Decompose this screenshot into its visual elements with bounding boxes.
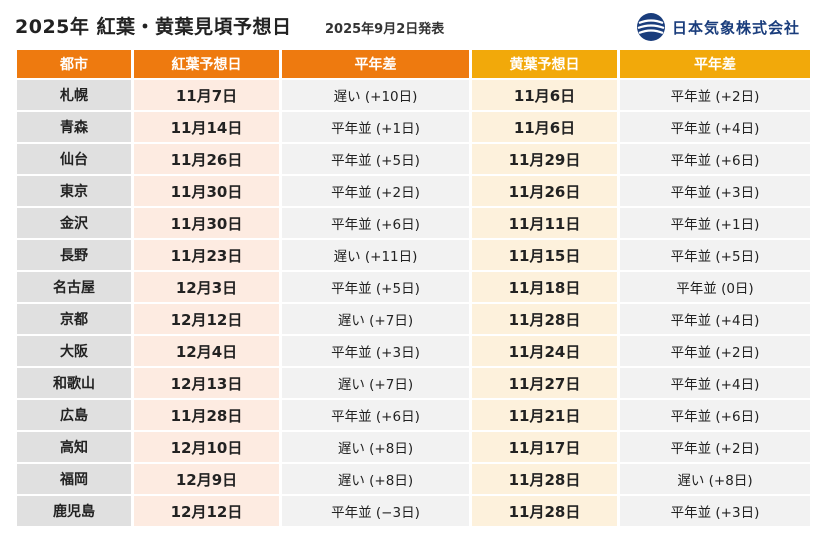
oyo-date-cell: 11月21日 <box>472 400 617 430</box>
header-koyo-date: 紅葉予想日 <box>134 50 279 78</box>
oyo-diff-cell: 平年並 (0日) <box>620 272 810 302</box>
table-row: 青森 11月14日 平年並 (+1日) 11月6日 平年並 (+4日) <box>17 112 810 142</box>
company-name: 日本気象株式会社 <box>672 18 801 37</box>
brand: 日本気象株式会社 <box>636 12 800 42</box>
table-row: 高知 12月10日 遅い (+8日) 11月17日 平年並 (+2日) <box>17 432 810 462</box>
koyo-date-cell: 12月12日 <box>134 304 279 334</box>
header-oyo-diff: 平年差 <box>620 50 810 78</box>
koyo-date-cell: 12月13日 <box>134 368 279 398</box>
oyo-date-cell: 11月17日 <box>472 432 617 462</box>
city-cell: 長野 <box>17 240 131 270</box>
koyo-date-cell: 12月9日 <box>134 464 279 494</box>
foliage-forecast-table: 都市 紅葉予想日 平年差 黄葉予想日 平年差 札幌 11月7日 遅い (+10日) 1… <box>14 48 813 528</box>
table-row: 仙台 11月26日 平年並 (+5日) 11月29日 平年並 (+6日) <box>17 144 810 174</box>
table-row: 名古屋 12月3日 平年並 (+5日) 11月18日 平年並 (0日) <box>17 272 810 302</box>
oyo-diff-cell: 遅い (+8日) <box>620 464 810 494</box>
oyo-date-cell: 11月26日 <box>472 176 617 206</box>
oyo-diff-cell: 平年並 (+4日) <box>620 304 810 334</box>
oyo-diff-cell: 平年並 (+6日) <box>620 144 810 174</box>
koyo-diff-cell: 平年並 (+6日) <box>282 208 469 238</box>
city-cell: 高知 <box>17 432 131 462</box>
oyo-diff-cell: 平年並 (+5日) <box>620 240 810 270</box>
oyo-diff-cell: 平年並 (+1日) <box>620 208 810 238</box>
oyo-date-cell: 11月6日 <box>472 80 617 110</box>
oyo-date-cell: 11月18日 <box>472 272 617 302</box>
koyo-diff-cell: 平年並 (+5日) <box>282 272 469 302</box>
company-logo-icon <box>637 13 665 41</box>
koyo-date-cell: 12月10日 <box>134 432 279 462</box>
table-row: 長野 11月23日 遅い (+11日) 11月15日 平年並 (+5日) <box>17 240 810 270</box>
city-cell: 和歌山 <box>17 368 131 398</box>
announcement-date: 2025年9月2日発表 <box>325 22 445 37</box>
page-title: 2025年 紅葉・黄葉見頃予想日 <box>15 16 292 38</box>
city-cell: 金沢 <box>17 208 131 238</box>
koyo-date-cell: 12月12日 <box>134 496 279 526</box>
city-cell: 名古屋 <box>17 272 131 302</box>
oyo-diff-cell: 平年並 (+2日) <box>620 432 810 462</box>
koyo-diff-cell: 遅い (+10日) <box>282 80 469 110</box>
koyo-date-cell: 12月4日 <box>134 336 279 366</box>
oyo-diff-cell: 平年並 (+2日) <box>620 336 810 366</box>
oyo-date-cell: 11月29日 <box>472 144 617 174</box>
koyo-diff-cell: 遅い (+8日) <box>282 464 469 494</box>
oyo-diff-cell: 平年並 (+6日) <box>620 400 810 430</box>
oyo-date-cell: 11月28日 <box>472 304 617 334</box>
city-cell: 福岡 <box>17 464 131 494</box>
koyo-diff-cell: 平年並 (+1日) <box>282 112 469 142</box>
header-city: 都市 <box>17 50 131 78</box>
koyo-date-cell: 11月7日 <box>134 80 279 110</box>
koyo-diff-cell: 平年並 (+2日) <box>282 176 469 206</box>
table-row: 東京 11月30日 平年並 (+2日) 11月26日 平年並 (+3日) <box>17 176 810 206</box>
header-oyo-date: 黄葉予想日 <box>472 50 617 78</box>
koyo-date-cell: 12月3日 <box>134 272 279 302</box>
koyo-diff-cell: 平年並 (+3日) <box>282 336 469 366</box>
koyo-diff-cell: 遅い (+8日) <box>282 432 469 462</box>
city-cell: 東京 <box>17 176 131 206</box>
city-cell: 鹿児島 <box>17 496 131 526</box>
oyo-date-cell: 11月15日 <box>472 240 617 270</box>
city-cell: 札幌 <box>17 80 131 110</box>
oyo-date-cell: 11月24日 <box>472 336 617 366</box>
koyo-diff-cell: 遅い (+11日) <box>282 240 469 270</box>
koyo-diff-cell: 平年並 (+6日) <box>282 400 469 430</box>
city-cell: 青森 <box>17 112 131 142</box>
city-cell: 京都 <box>17 304 131 334</box>
koyo-diff-cell: 平年並 (−3日) <box>282 496 469 526</box>
oyo-date-cell: 11月11日 <box>472 208 617 238</box>
koyo-date-cell: 11月30日 <box>134 208 279 238</box>
oyo-date-cell: 11月27日 <box>472 368 617 398</box>
oyo-diff-cell: 平年並 (+3日) <box>620 496 810 526</box>
koyo-date-cell: 11月28日 <box>134 400 279 430</box>
table-row: 京都 12月12日 遅い (+7日) 11月28日 平年並 (+4日) <box>17 304 810 334</box>
table-row: 鹿児島 12月12日 平年並 (−3日) 11月28日 平年並 (+3日) <box>17 496 810 526</box>
koyo-diff-cell: 遅い (+7日) <box>282 304 469 334</box>
koyo-diff-cell: 平年並 (+5日) <box>282 144 469 174</box>
header-koyo-diff: 平年差 <box>282 50 469 78</box>
city-cell: 大阪 <box>17 336 131 366</box>
city-cell: 仙台 <box>17 144 131 174</box>
oyo-diff-cell: 平年並 (+4日) <box>620 112 810 142</box>
table-row: 金沢 11月30日 平年並 (+6日) 11月11日 平年並 (+1日) <box>17 208 810 238</box>
table-row: 札幌 11月7日 遅い (+10日) 11月6日 平年並 (+2日) <box>17 80 810 110</box>
oyo-date-cell: 11月28日 <box>472 496 617 526</box>
koyo-date-cell: 11月23日 <box>134 240 279 270</box>
table-row: 和歌山 12月13日 遅い (+7日) 11月27日 平年並 (+4日) <box>17 368 810 398</box>
table-row: 福岡 12月9日 遅い (+8日) 11月28日 遅い (+8日) <box>17 464 810 494</box>
oyo-date-cell: 11月28日 <box>472 464 617 494</box>
koyo-date-cell: 11月14日 <box>134 112 279 142</box>
table-header-row: 都市 紅葉予想日 平年差 黄葉予想日 平年差 <box>17 50 810 78</box>
koyo-diff-cell: 遅い (+7日) <box>282 368 469 398</box>
koyo-date-cell: 11月30日 <box>134 176 279 206</box>
city-cell: 広島 <box>17 400 131 430</box>
oyo-diff-cell: 平年並 (+2日) <box>620 80 810 110</box>
table-row: 大阪 12月4日 平年並 (+3日) 11月24日 平年並 (+2日) <box>17 336 810 366</box>
koyo-date-cell: 11月26日 <box>134 144 279 174</box>
table-row: 広島 11月28日 平年並 (+6日) 11月21日 平年並 (+6日) <box>17 400 810 430</box>
oyo-diff-cell: 平年並 (+3日) <box>620 176 810 206</box>
oyo-date-cell: 11月6日 <box>472 112 617 142</box>
oyo-diff-cell: 平年並 (+4日) <box>620 368 810 398</box>
